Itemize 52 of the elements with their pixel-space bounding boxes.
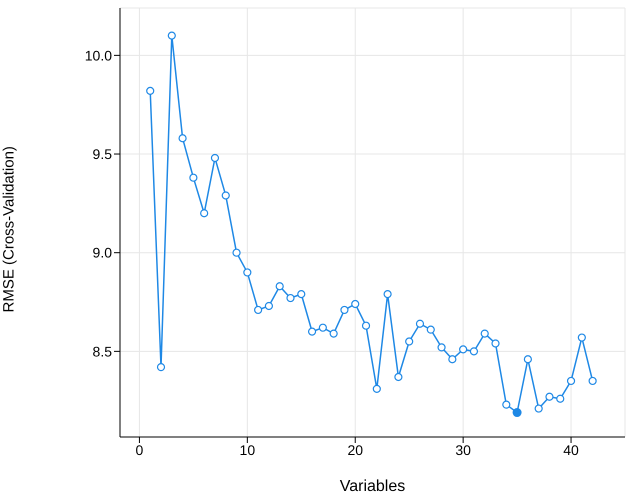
y-tick-label: 9.5 bbox=[92, 146, 112, 162]
y-axis-title: RMSE (Cross-Validation) bbox=[0, 146, 18, 312]
point bbox=[556, 394, 564, 403]
point bbox=[189, 174, 198, 182]
x-tick-label: 40 bbox=[563, 442, 580, 458]
x-tick-label: 20 bbox=[347, 442, 364, 458]
point bbox=[459, 345, 468, 354]
point bbox=[232, 248, 241, 257]
point bbox=[524, 355, 532, 364]
point bbox=[448, 355, 456, 364]
point bbox=[297, 290, 306, 298]
point bbox=[308, 328, 316, 336]
point bbox=[534, 404, 543, 413]
point bbox=[372, 384, 381, 393]
point bbox=[286, 294, 295, 302]
point bbox=[276, 282, 284, 290]
point bbox=[437, 343, 446, 352]
x-tick-label: 30 bbox=[455, 442, 472, 458]
point bbox=[578, 333, 586, 342]
point bbox=[416, 320, 424, 328]
point bbox=[480, 330, 489, 338]
point bbox=[362, 322, 370, 330]
point bbox=[566, 376, 576, 386]
point bbox=[168, 32, 176, 40]
y-tick-label: 8.5 bbox=[92, 343, 112, 360]
point bbox=[426, 326, 435, 334]
point bbox=[330, 330, 338, 338]
point bbox=[545, 392, 554, 401]
point bbox=[178, 134, 187, 142]
point bbox=[405, 337, 414, 346]
point bbox=[588, 376, 597, 386]
x-tick-label: 0 bbox=[136, 442, 144, 458]
point bbox=[394, 372, 402, 382]
point bbox=[340, 306, 349, 314]
x-axis-title: Variables bbox=[340, 478, 406, 493]
point bbox=[222, 191, 230, 200]
point bbox=[491, 339, 500, 348]
point bbox=[210, 154, 220, 162]
point bbox=[200, 209, 208, 218]
point bbox=[470, 347, 478, 356]
point bbox=[264, 302, 274, 310]
point bbox=[254, 306, 262, 314]
point bbox=[384, 290, 392, 298]
point bbox=[146, 86, 154, 95]
point bbox=[351, 300, 360, 308]
point bbox=[156, 363, 166, 372]
point bbox=[502, 400, 510, 409]
y-tick-label: 9.0 bbox=[92, 244, 112, 261]
point bbox=[243, 268, 252, 277]
point bbox=[318, 324, 327, 332]
y-tick-label: 10.0 bbox=[84, 47, 112, 64]
x-tick-label: 10 bbox=[240, 442, 256, 458]
